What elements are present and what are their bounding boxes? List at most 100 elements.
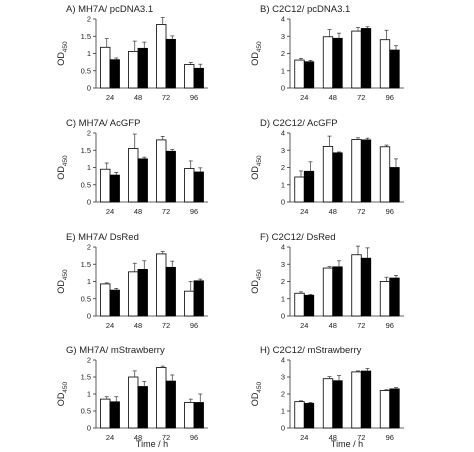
panel-f: F) C2C12/ DsRed 0 1 2 3 4 OD450 24 48 72 96 (250, 232, 404, 330)
y-tick-label: 1.5 (81, 32, 91, 41)
y-tick-label: 0 (281, 84, 285, 93)
bar-filled (332, 266, 343, 317)
x-tick-label: 96 (190, 207, 198, 216)
bar-open (351, 139, 362, 203)
panel-title: E) MH7A/ DsRed (66, 232, 139, 243)
bar-open (351, 371, 362, 429)
bar-open (128, 148, 139, 203)
bar-open (351, 254, 362, 317)
x-tick-label: 24 (106, 93, 114, 102)
bar-filled (303, 402, 315, 429)
panel-e: E) MH7A/ DsRed 0 0.5 1 1.5 2 OD450 24 48 72 96 (56, 232, 208, 330)
bar-filled (109, 289, 120, 317)
bar-open (322, 36, 334, 89)
x-tick-label: 48 (134, 321, 142, 330)
y-tick-label: 4 (281, 15, 285, 24)
y-axis-label: OD450 (250, 381, 263, 406)
bar-open (379, 390, 391, 429)
panel-title: H) C2C12/ mStrawberry (260, 345, 362, 356)
y-axis-label-subscript: 450 (62, 381, 69, 392)
bar-filled (389, 167, 400, 203)
panel-h: H) C2C12/ mStrawberry 0 1 2 3 4 OD450 24 48 72 96 (250, 345, 404, 442)
bar-open (156, 367, 167, 429)
x-tick-label: 96 (190, 93, 198, 102)
y-tick-label: 0.5 (81, 407, 91, 416)
bar-filled (109, 174, 120, 203)
bar-filled (360, 257, 372, 317)
y-axis-label-subscript: 450 (256, 381, 263, 392)
y-axis-label-main: OD (56, 280, 66, 294)
y-tick-label: 1 (87, 163, 91, 172)
bar-open (294, 176, 305, 203)
y-axis-label-subscript: 450 (256, 269, 263, 280)
y-tick-label: 2 (87, 356, 91, 365)
x-tick-label: 96 (190, 321, 198, 330)
y-tick-label: 4 (281, 243, 285, 252)
bar-filled (109, 59, 120, 89)
bar-open (379, 281, 391, 317)
bar-open (379, 146, 391, 203)
y-axis-label: OD450 (56, 41, 69, 66)
x-tick-label: 96 (386, 321, 394, 330)
panel-a: A) MH7A/ pcDNA3.1 0 0.5 1 1.5 2 OD450 24 48 72 96 (56, 4, 208, 102)
x-tick-label: 72 (357, 433, 365, 442)
y-axis-label-subscript: 450 (256, 41, 263, 52)
bar-filled (137, 269, 148, 317)
y-tick-label: 1 (87, 277, 91, 286)
x-tick-label: 72 (162, 321, 170, 330)
y-tick-label: 3 (281, 260, 285, 269)
bar-filled (303, 61, 315, 89)
bar-open (128, 271, 139, 317)
panel-title: A) MH7A/ pcDNA3.1 (66, 4, 153, 15)
y-tick-label: 1 (281, 294, 285, 303)
y-tick-label: 2 (87, 129, 91, 138)
x-tick-label: 72 (357, 207, 365, 216)
panel-title: G) MH7A/ mStrawberry (66, 345, 165, 356)
bar-filled (303, 170, 315, 203)
bar-filled (389, 388, 400, 429)
y-axis-label-main: OD (56, 52, 66, 66)
bar-open (100, 283, 111, 317)
y-axis-label-main: OD (250, 280, 260, 294)
bar-open (294, 292, 305, 317)
y-axis-label: OD450 (56, 155, 69, 180)
bar-filled (360, 139, 372, 203)
bar-open (184, 402, 195, 429)
bar-filled (360, 370, 372, 429)
x-tick-label: 96 (190, 433, 198, 442)
x-tick-label: 24 (106, 207, 114, 216)
bar-open (184, 290, 195, 317)
bar-open (128, 376, 139, 429)
y-tick-label: 0 (87, 312, 91, 321)
panel-title: F) C2C12/ DsRed (260, 232, 336, 243)
bar-open (322, 267, 334, 317)
x-tick-label: 96 (386, 93, 394, 102)
x-tick-label: 96 (386, 433, 394, 442)
y-tick-label: 2 (281, 49, 285, 58)
y-tick-label: 1 (281, 66, 285, 75)
y-tick-label: 1 (87, 49, 91, 58)
bar-open (322, 378, 334, 429)
y-axis-label-main: OD (250, 52, 260, 66)
y-tick-label: 0 (87, 84, 91, 93)
y-tick-label: 0 (281, 312, 285, 321)
y-tick-label: 0 (87, 198, 91, 207)
bar-open (351, 30, 362, 89)
y-tick-label: 0.5 (81, 294, 91, 303)
y-tick-label: 1 (281, 180, 285, 189)
bar-open (184, 64, 195, 89)
bar-filled (109, 401, 120, 429)
bar-open (184, 168, 195, 203)
y-axis-label-subscript: 450 (256, 155, 263, 166)
bar-filled (165, 38, 176, 89)
bar-open (322, 146, 334, 203)
bar-open (128, 51, 139, 89)
y-axis-label: OD450 (250, 269, 263, 294)
x-tick-label: 72 (162, 93, 170, 102)
y-tick-label: 0 (87, 424, 91, 433)
y-axis-label: OD450 (250, 41, 263, 66)
y-axis-label-subscript: 450 (62, 155, 69, 166)
y-tick-label: 2 (87, 15, 91, 24)
bar-filled (360, 28, 372, 89)
